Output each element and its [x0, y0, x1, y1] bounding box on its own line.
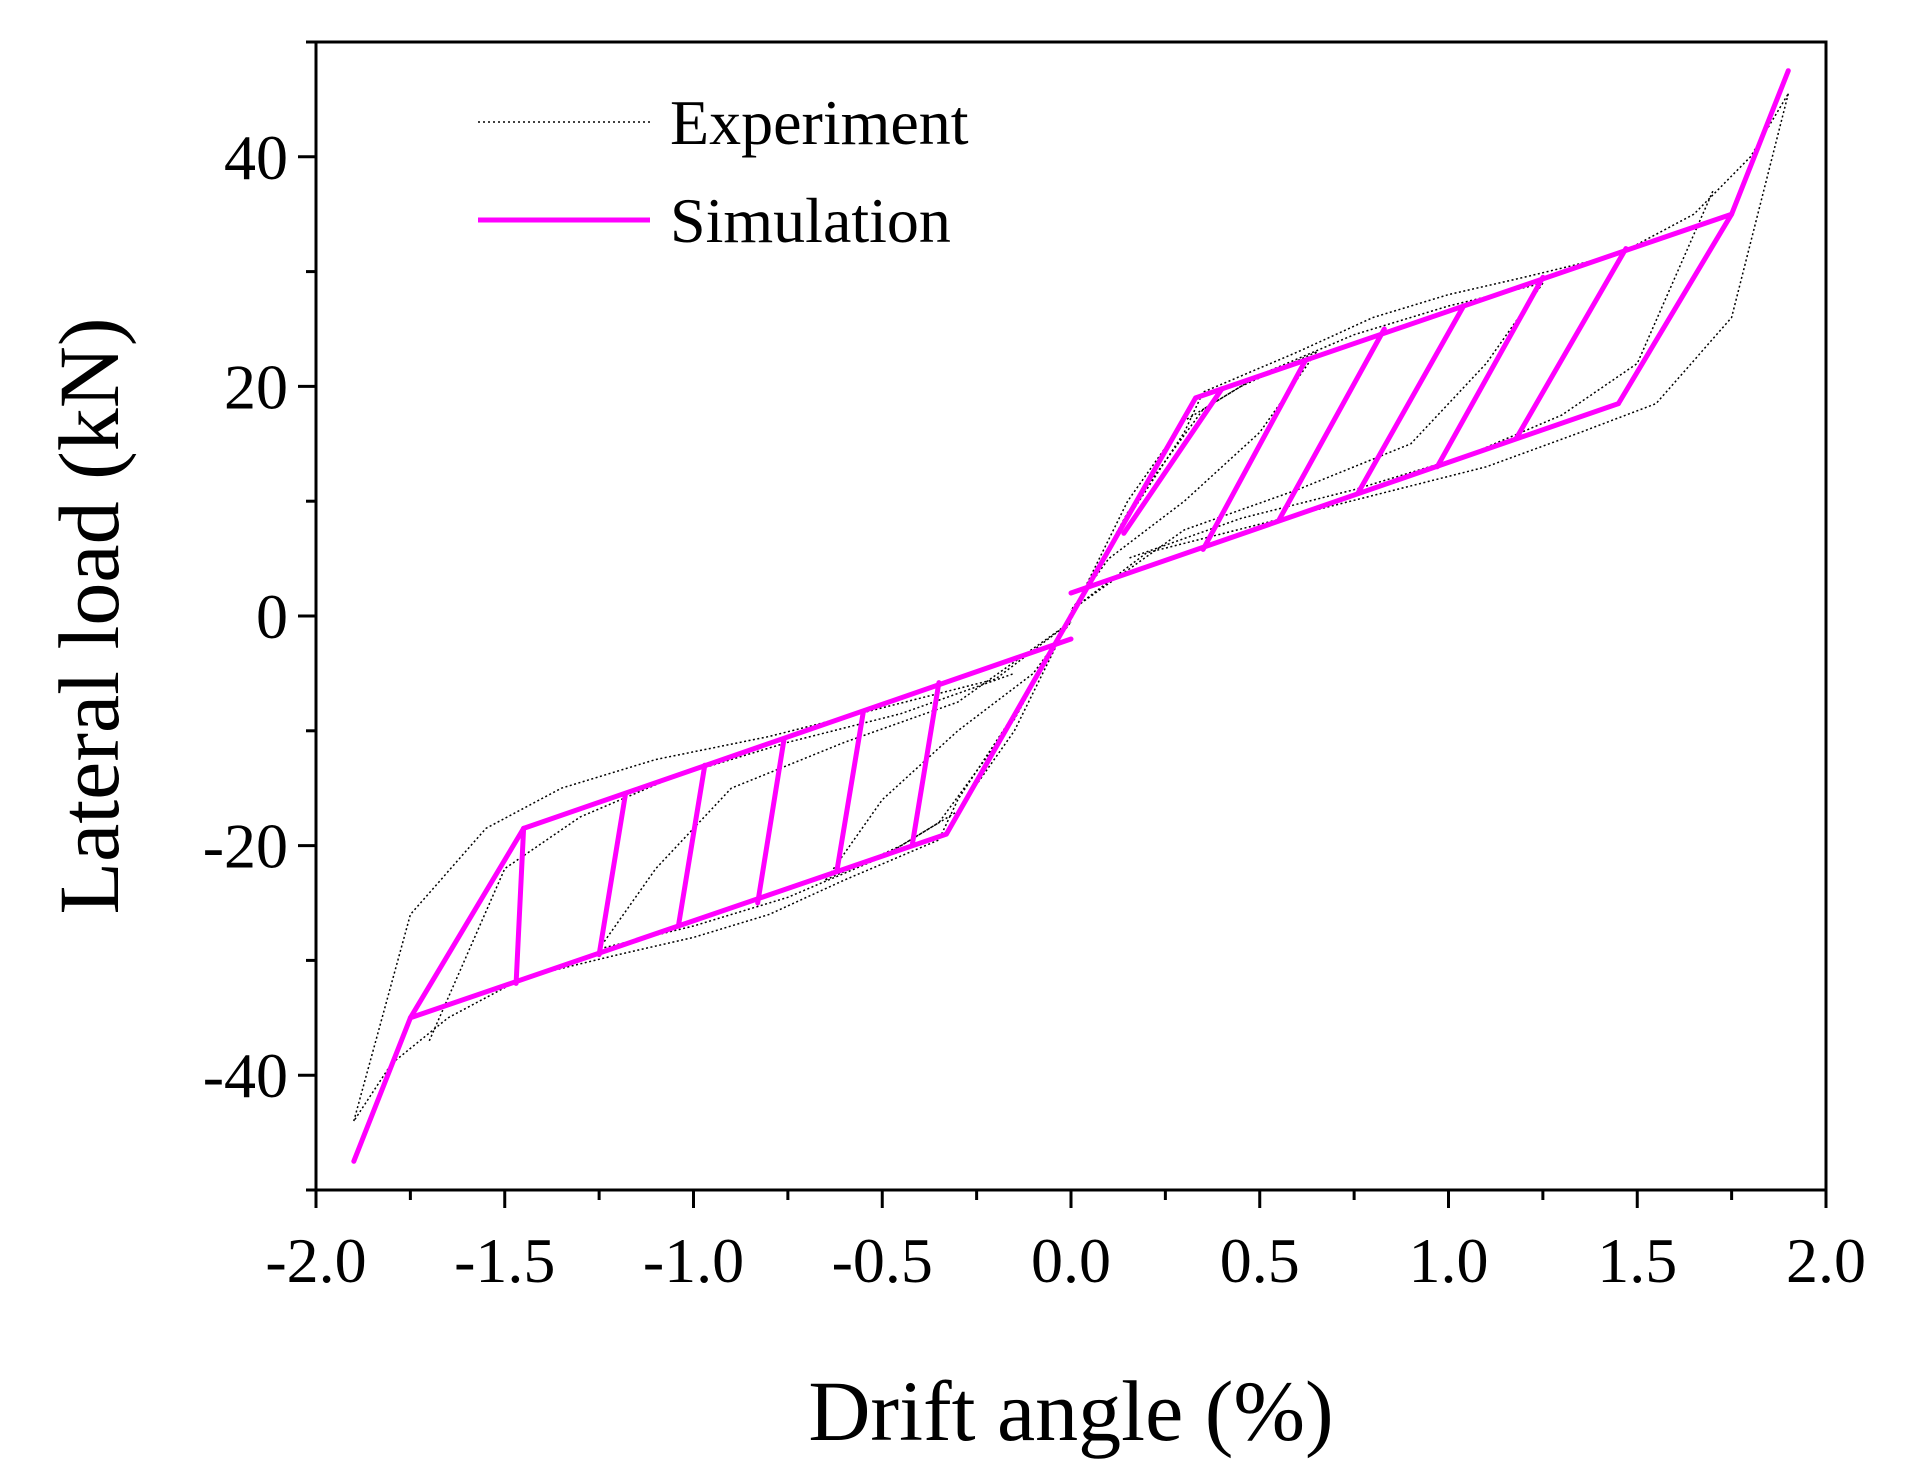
experiment-branch-13	[1127, 190, 1714, 560]
simulation-unloading-positive-7	[1615, 211, 1735, 407]
experiment-branch-4	[353, 621, 1072, 1122]
y-tick-label-5: 40	[224, 122, 288, 193]
simulation-unloading-positive-2	[1200, 358, 1308, 552]
simulation-unloading-negative-3	[755, 736, 787, 906]
simulation-unloading-negative-2	[834, 708, 866, 874]
legend-label-experiment: Experiment	[670, 87, 969, 158]
experiment-branch-6	[1070, 282, 1544, 611]
y-axis-title: Lateral load (kN)	[41, 318, 137, 915]
experiment-branch-2	[1070, 93, 1790, 611]
simulation-unloading-negative-5	[596, 791, 628, 958]
x-tick-label-1: -2.0	[265, 1225, 366, 1296]
simulation-unloading-negative-1	[910, 680, 942, 846]
x-axis-title: Drift angle (%)	[808, 1363, 1333, 1459]
x-tick-label-2: -1.5	[454, 1225, 555, 1296]
experiment-branch-1	[1070, 93, 1789, 617]
x-tick-label-7: 1.0	[1409, 1225, 1489, 1296]
y-tick-labels: -40 -20 0 20 40	[203, 122, 288, 1111]
simulation-series	[351, 68, 1791, 1164]
simulation-unloading-positive-1	[1121, 386, 1225, 536]
simulation-unloading-negative-4	[675, 762, 708, 929]
simulation-unloading-positive-4	[1355, 303, 1467, 496]
experiment-branch-8	[598, 621, 1072, 950]
y-tick-label-4: 20	[224, 351, 288, 422]
y-tick-label-1: -40	[203, 1040, 288, 1111]
x-tick-labels: -2.0 -1.5 -1.0 -0.5 0.0 0.5 1.0 1.5 2.0	[265, 1225, 1866, 1296]
simulation-lower-line-positive	[1068, 401, 1621, 596]
y-tick-label-2: -20	[203, 811, 288, 882]
x-tick-label-6: 0.5	[1220, 1225, 1300, 1296]
simulation-unloading-positive-3	[1276, 326, 1387, 524]
simulation-unloading-negative-7	[407, 825, 527, 1021]
simulation-lower-line-negative	[521, 636, 1074, 831]
x-tick-label-5: 0.0	[1031, 1225, 1111, 1296]
x-tick-label-8: 1.5	[1597, 1225, 1677, 1296]
x-tick-label-9: 2.0	[1786, 1225, 1866, 1296]
x-tick-label-4: -0.5	[832, 1225, 933, 1296]
simulation-unloading-positive-5	[1434, 274, 1546, 470]
experiment-branch-3	[353, 615, 1072, 1122]
simulation-unloading-negative-6	[513, 825, 527, 986]
experiment-branch-14	[428, 672, 1015, 1042]
simulation-unloading-positive-6	[1513, 246, 1629, 441]
legend-label-simulation: Simulation	[670, 185, 951, 256]
y-tick-label-3: 0	[256, 581, 288, 652]
axis-ticks	[298, 40, 1828, 1208]
legend: Experiment Simulation	[478, 87, 969, 256]
x-tick-label-3: -1.0	[643, 1225, 744, 1296]
